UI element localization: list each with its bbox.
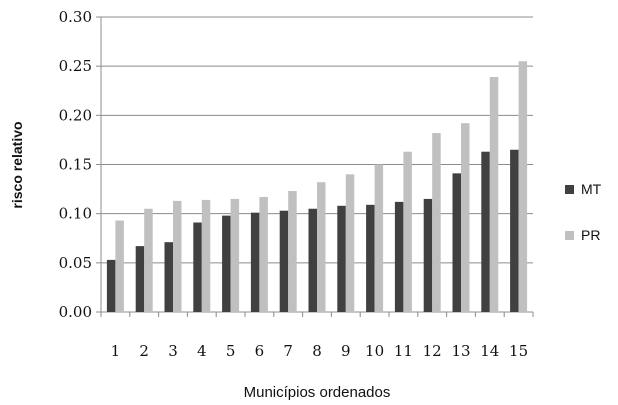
legend-swatch-mt — [565, 185, 574, 194]
x-tick-label: 7 — [283, 342, 293, 360]
x-tick-label: 14 — [480, 342, 499, 360]
x-tick-label: 15 — [509, 342, 528, 360]
bar-mt — [193, 222, 202, 312]
x-tick-label: 8 — [312, 342, 322, 360]
bar-mt — [510, 149, 519, 312]
bar-mt — [394, 201, 404, 312]
bar-mt — [337, 205, 346, 312]
y-tick-label: 0.05 — [59, 254, 92, 272]
y-tick-label: 0.20 — [59, 106, 92, 124]
bar-pr — [201, 199, 211, 312]
bar-pr — [115, 220, 124, 312]
bar-pr — [461, 123, 470, 312]
y-tick-label: 0.15 — [59, 156, 92, 174]
x-tick-label: 12 — [423, 342, 442, 360]
x-tick-label: 5 — [226, 342, 236, 360]
x-axis-label: Municípios ordenados — [244, 384, 391, 401]
x-tick-label: 10 — [365, 342, 384, 360]
bar-mt — [222, 215, 231, 312]
bar-pr — [173, 200, 182, 312]
bar-mt — [366, 204, 375, 312]
x-tick-label: 11 — [394, 342, 413, 360]
legend-label-mt: MT — [581, 181, 602, 197]
legend: MT PR — [565, 181, 602, 243]
bar-pr — [259, 196, 268, 312]
bar-mt — [106, 259, 116, 312]
y-tick-label: 0.10 — [59, 205, 92, 223]
bar-mt — [423, 198, 433, 312]
bar-pr — [403, 151, 412, 312]
x-tick-label: 9 — [341, 342, 351, 360]
bars — [106, 61, 528, 312]
x-tick-label: 1 — [111, 342, 121, 360]
bar-mt — [279, 210, 289, 312]
bar-pr — [374, 164, 384, 312]
bar-pr — [230, 198, 240, 312]
y-axis-label: risco relativo — [9, 121, 25, 208]
bar-pr — [144, 208, 153, 312]
y-tick-label: 0.00 — [59, 303, 92, 321]
bar-mt — [308, 208, 317, 312]
x-tick-label: 2 — [139, 342, 149, 360]
bar-mt — [481, 151, 490, 312]
y-tick-label: 0.30 — [59, 8, 92, 26]
y-tick-label: 0.25 — [59, 57, 92, 75]
x-tick-label: 13 — [451, 342, 470, 360]
legend-label-pr: PR — [581, 227, 600, 243]
legend-swatch-pr — [565, 231, 574, 240]
x-tick-label: 6 — [255, 342, 265, 360]
bar-pr — [345, 174, 355, 312]
bar-pr — [518, 61, 528, 312]
bar-mt — [135, 246, 145, 312]
y-tick-labels: 0.00 0.05 0.10 0.15 0.20 0.25 0.30 — [59, 8, 92, 321]
x-tick-labels: 1 2 3 4 5 6 7 8 9 10 11 12 13 14 15 — [111, 342, 529, 360]
bar-mt — [452, 173, 461, 312]
x-tick-label: 3 — [168, 342, 178, 360]
x-tick-label: 4 — [197, 342, 207, 360]
bar-mt — [164, 242, 173, 312]
bar-mt — [250, 212, 260, 312]
bar-pr — [432, 133, 441, 312]
bar-pr — [489, 76, 499, 312]
bar-pr — [288, 191, 297, 312]
bar-pr — [317, 182, 326, 312]
